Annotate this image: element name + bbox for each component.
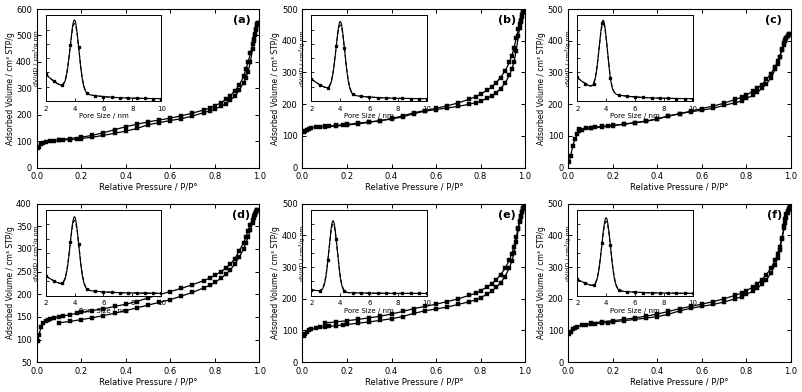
Text: (a): (a) xyxy=(233,15,250,25)
Y-axis label: Adsorbed Volume / cm³ STP/g: Adsorbed Volume / cm³ STP/g xyxy=(6,227,14,339)
Y-axis label: Adsorbed Volume / cm³ STP/g: Adsorbed Volume / cm³ STP/g xyxy=(271,32,280,145)
X-axis label: Relative Pressure / P/P°: Relative Pressure / P/P° xyxy=(99,377,197,387)
X-axis label: Relative Pressure / P/P°: Relative Pressure / P/P° xyxy=(630,377,728,387)
Y-axis label: Adsorbed Volume / cm³ STP/g: Adsorbed Volume / cm³ STP/g xyxy=(537,227,545,339)
X-axis label: Relative Pressure / P/P°: Relative Pressure / P/P° xyxy=(364,377,463,387)
Text: (b): (b) xyxy=(497,15,516,25)
Text: (d): (d) xyxy=(232,210,250,220)
Y-axis label: Adsorbed Volume / cm³ STP/g: Adsorbed Volume / cm³ STP/g xyxy=(537,32,545,145)
Y-axis label: Adsorbed Volume / cm³ STP/g: Adsorbed Volume / cm³ STP/g xyxy=(271,227,280,339)
Text: (e): (e) xyxy=(498,210,516,220)
Y-axis label: Adsorbed Volume / cm³ STP/g: Adsorbed Volume / cm³ STP/g xyxy=(6,32,14,145)
X-axis label: Relative Pressure / P/P°: Relative Pressure / P/P° xyxy=(364,183,463,192)
X-axis label: Relative Pressure / P/P°: Relative Pressure / P/P° xyxy=(630,183,728,192)
Text: (f): (f) xyxy=(766,210,781,220)
Text: (c): (c) xyxy=(764,15,781,25)
X-axis label: Relative Pressure / P/P°: Relative Pressure / P/P° xyxy=(99,183,197,192)
